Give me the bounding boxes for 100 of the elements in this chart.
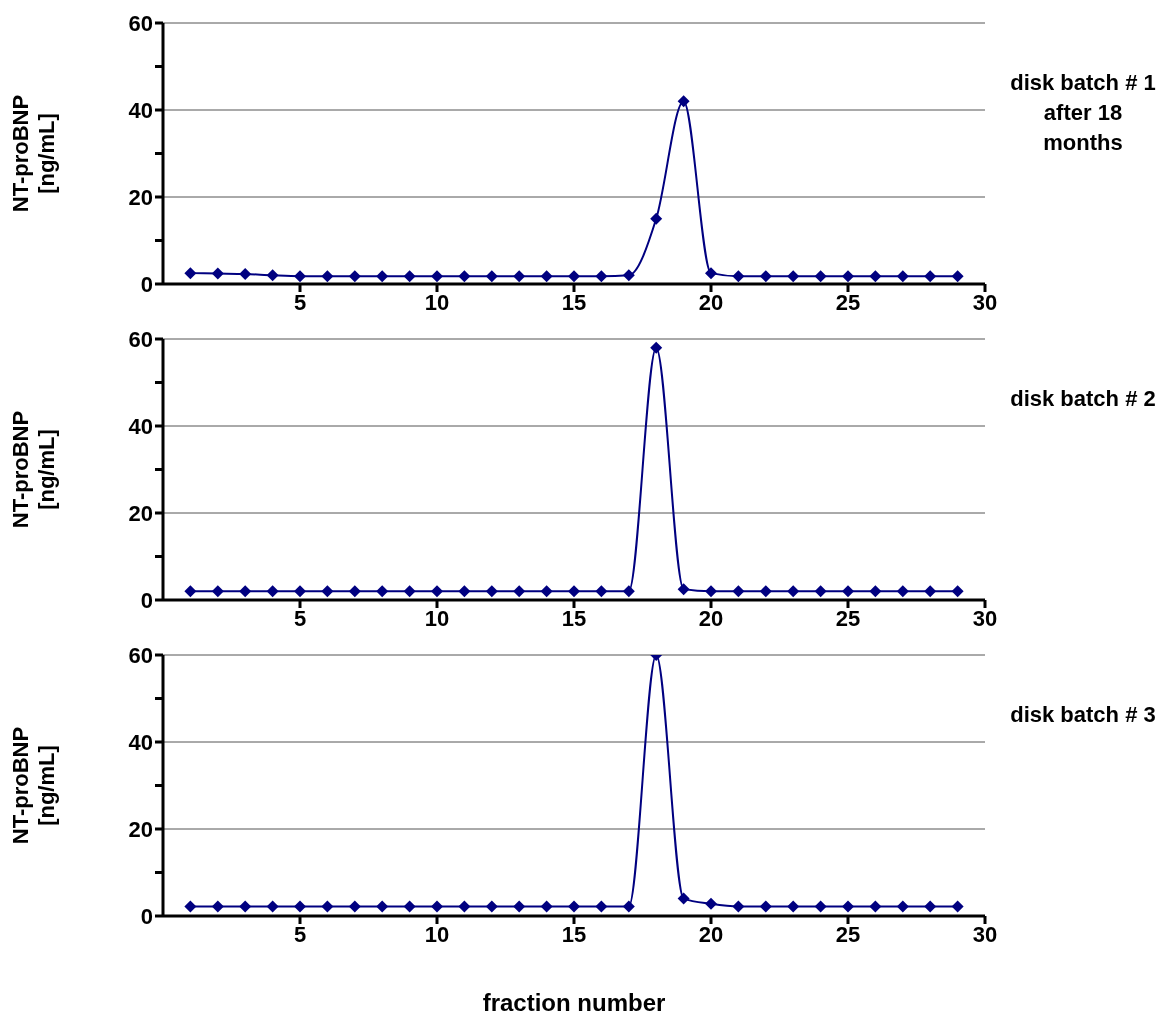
point: [787, 585, 800, 598]
point: [568, 270, 580, 283]
x-tick-label: 10: [424, 289, 450, 315]
text: disk batch # 2: [1009, 385, 1157, 413]
y-tick-label: 20: [128, 184, 153, 210]
point: [924, 900, 937, 913]
point: [266, 269, 279, 282]
point: [184, 267, 197, 280]
point: [677, 892, 690, 905]
y-tick-label: 60: [128, 642, 153, 668]
x-tick-label: 5: [293, 289, 307, 315]
point: [705, 897, 717, 910]
x-tick-label: 10: [424, 921, 450, 947]
y-tick-label: 40: [128, 413, 153, 439]
point: [705, 267, 717, 280]
point: [951, 585, 964, 598]
point: [622, 900, 635, 913]
x-tick-label: 10: [424, 605, 450, 631]
point: [595, 900, 608, 913]
x-tick-label: 20: [698, 605, 724, 631]
point: [540, 270, 553, 283]
point: [376, 900, 389, 913]
point: [896, 900, 909, 913]
point: [732, 900, 745, 913]
x-tick-label: 15: [561, 921, 587, 947]
x-tick-label: 20: [698, 921, 724, 947]
x-tick-label: 30: [972, 605, 998, 631]
y-tick-label: 60: [128, 326, 153, 352]
y-tick-label: 0: [140, 903, 153, 929]
point: [869, 270, 882, 283]
x-tick-label: 5: [293, 921, 307, 947]
x-tick-label: 5: [293, 605, 307, 631]
point: [211, 585, 224, 598]
point: [376, 270, 389, 283]
point: [431, 270, 443, 283]
point: [869, 900, 882, 913]
point: [705, 585, 717, 598]
point: [321, 270, 334, 283]
y-axis-title: NT-proBNP [ng/mL]: [8, 94, 59, 213]
point: [896, 270, 909, 283]
point: [348, 270, 361, 283]
point: [431, 585, 443, 598]
point: [677, 95, 690, 108]
point: [787, 900, 800, 913]
y-axis-title: NT-proBNP [ng/mL]: [8, 410, 59, 529]
x-tick-label: 25: [835, 289, 861, 315]
x-tick-label: 25: [835, 605, 861, 631]
point: [403, 900, 416, 913]
point: [568, 900, 580, 913]
text: disk batch # 1 after 18 months: [1009, 69, 1157, 157]
point: [924, 585, 937, 598]
point: [431, 900, 443, 913]
point: [677, 583, 690, 596]
y-axis-title: NT-proBNP [ng/mL]: [8, 726, 59, 845]
point: [814, 900, 827, 913]
point: [485, 270, 498, 283]
point: [211, 267, 224, 280]
x-tick-label: 15: [561, 605, 587, 631]
point: [294, 270, 306, 283]
point: [568, 585, 580, 598]
point: [814, 585, 827, 598]
point: [787, 270, 800, 283]
y-tick-label: 20: [128, 816, 153, 842]
point: [595, 270, 608, 283]
point: [239, 585, 252, 598]
point: [376, 585, 389, 598]
point: [540, 585, 553, 598]
x-tick-label: 15: [561, 289, 587, 315]
point: [348, 900, 361, 913]
point: [842, 900, 854, 913]
x-tick-label: 20: [698, 289, 724, 315]
point: [951, 270, 964, 283]
point: [513, 900, 526, 913]
point: [814, 270, 827, 283]
point: [759, 900, 772, 913]
point: [869, 585, 882, 598]
point: [513, 270, 526, 283]
point: [595, 585, 608, 598]
point: [842, 270, 854, 283]
point: [239, 900, 252, 913]
y-tick-label: 0: [140, 587, 153, 613]
point: [896, 585, 909, 598]
y-tick-label: 40: [128, 729, 153, 755]
point: [759, 270, 772, 283]
point: [321, 900, 334, 913]
point: [458, 270, 471, 283]
point: [513, 585, 526, 598]
point: [842, 585, 854, 598]
point: [622, 269, 635, 282]
point: [294, 585, 306, 598]
point: [540, 900, 553, 913]
point: [348, 585, 361, 598]
text: disk batch # 3: [1009, 701, 1157, 729]
point: [951, 900, 964, 913]
point: [924, 270, 937, 283]
y-tick-label: 0: [140, 271, 153, 297]
y-tick-label: 40: [128, 97, 153, 123]
point: [458, 900, 471, 913]
y-tick-label: 60: [128, 10, 153, 36]
point: [403, 270, 416, 283]
